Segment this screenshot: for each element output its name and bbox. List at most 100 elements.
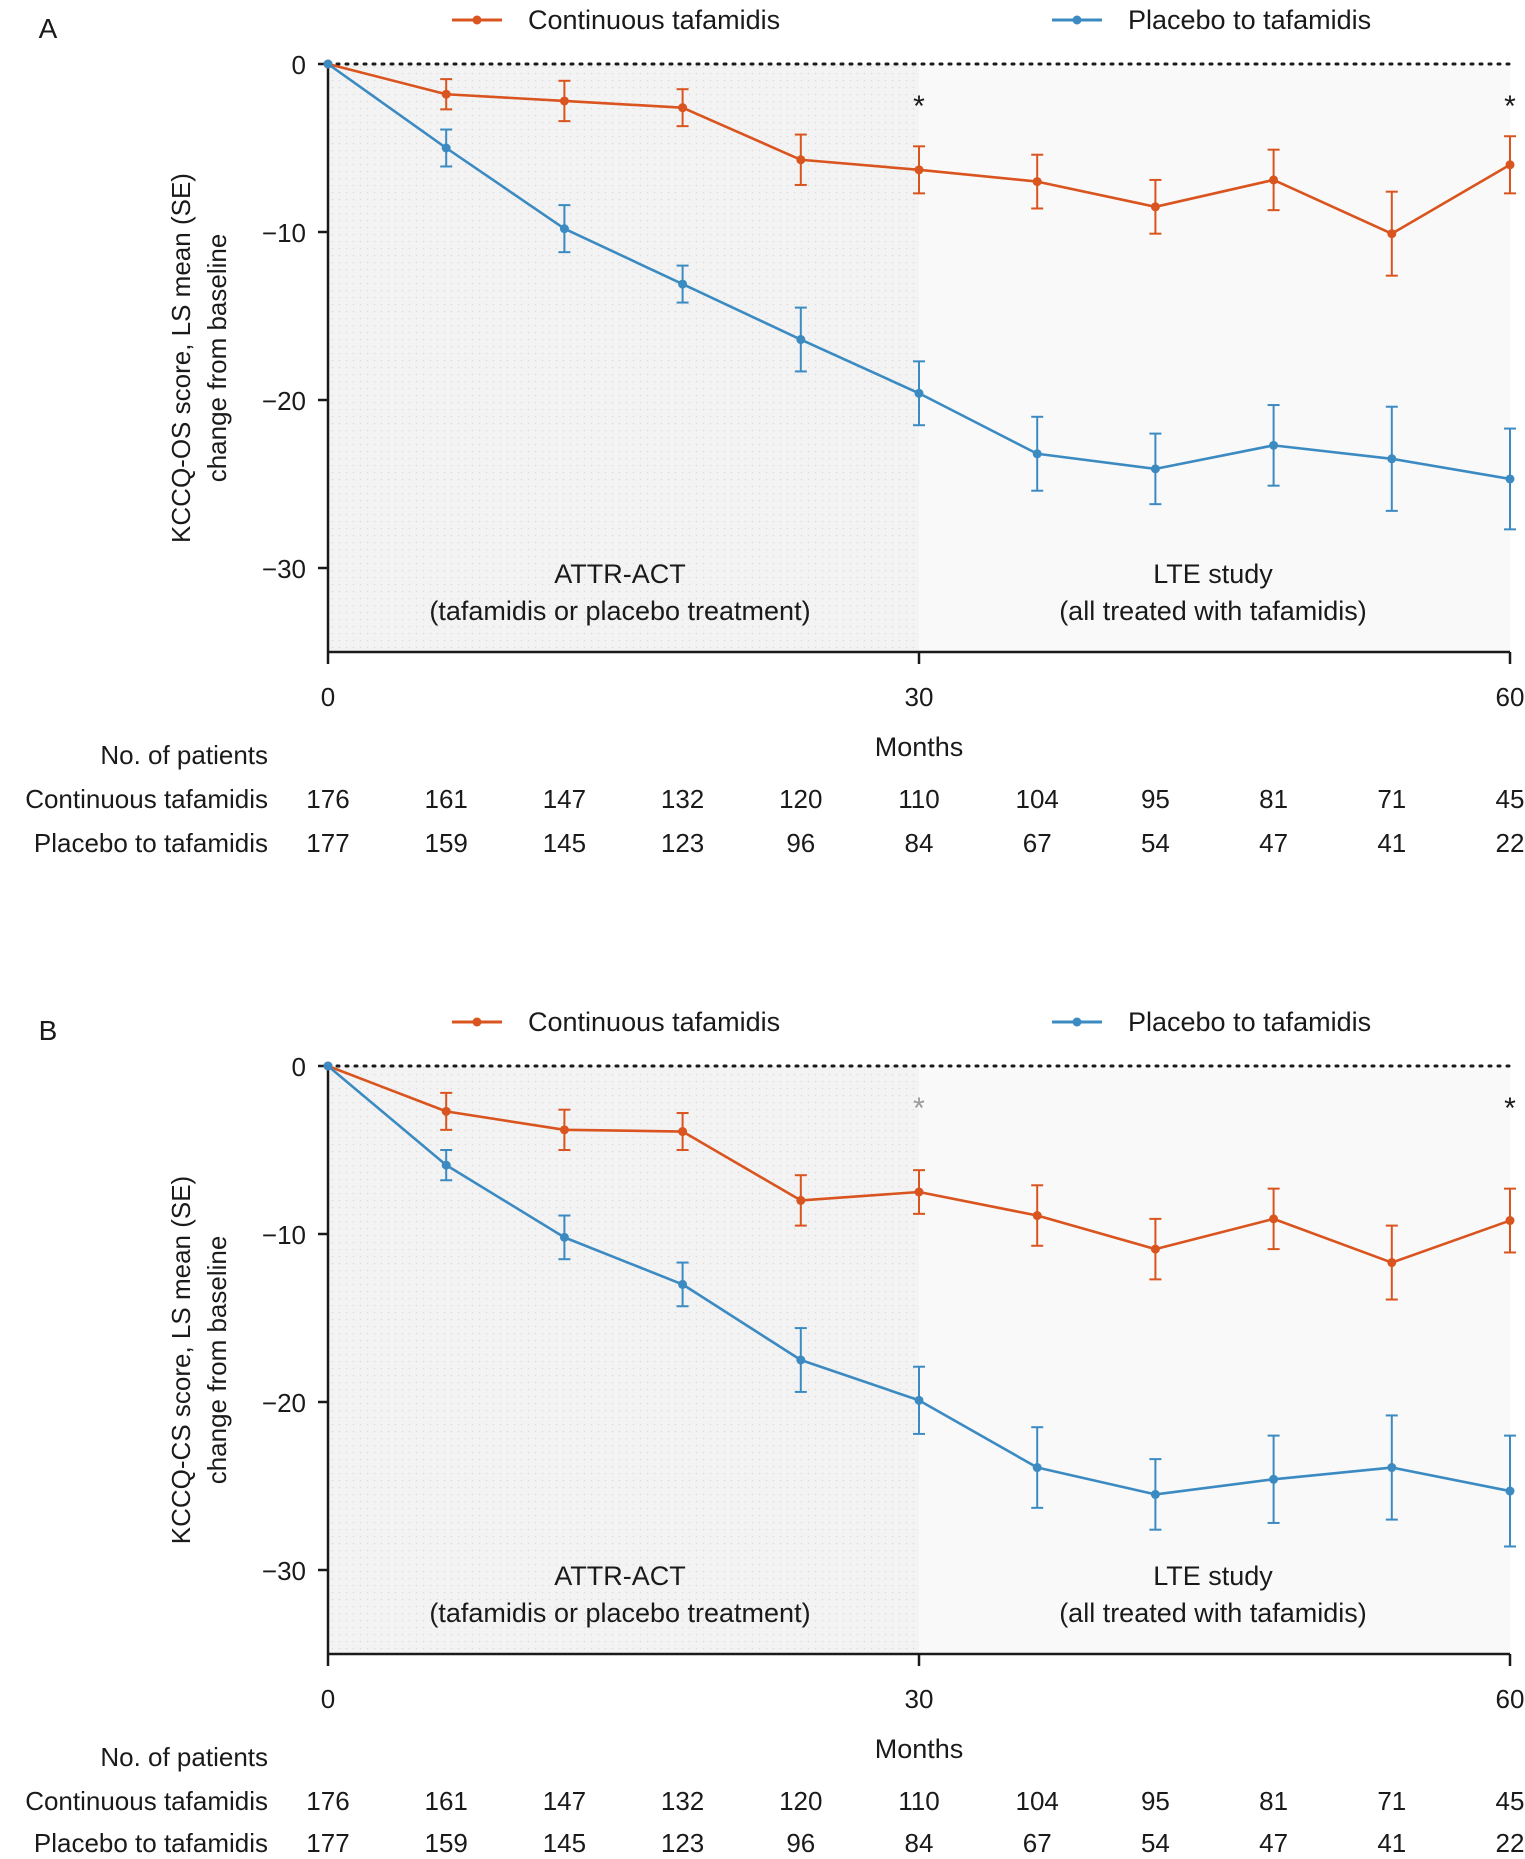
- panel-letter: A: [39, 13, 58, 44]
- patients-count-placebo: 145: [543, 828, 586, 858]
- y-axis-title: KCCQ-OS score, LS mean (SE) change from …: [166, 173, 232, 543]
- patients-count-placebo: 54: [1141, 1828, 1170, 1858]
- data-point: [1505, 474, 1515, 484]
- patients-count-placebo: 41: [1377, 828, 1406, 858]
- patients-row-label-placebo: Placebo to tafamidis: [34, 828, 268, 858]
- patients-count-placebo: 123: [661, 1828, 704, 1858]
- region-label-lte: LTE study (all treated with tafamidis): [1059, 559, 1367, 626]
- data-point: [1150, 202, 1160, 212]
- patients-count-placebo: 22: [1496, 1828, 1525, 1858]
- x-tick-label: 60: [1496, 682, 1525, 712]
- data-point: [559, 224, 569, 234]
- patients-count-continuous: 81: [1259, 1786, 1288, 1816]
- data-point: [323, 1061, 333, 1071]
- data-point: [1505, 1216, 1515, 1226]
- patients-header: No. of patients: [100, 740, 268, 770]
- patients-count-continuous: 147: [543, 784, 586, 814]
- patients-count-continuous: 120: [779, 1786, 822, 1816]
- significance-asterisk: *: [913, 90, 925, 123]
- x-axis-title: Months: [875, 1734, 964, 1764]
- patients-header: No. of patients: [100, 1742, 268, 1772]
- patients-count-continuous: 71: [1377, 1786, 1406, 1816]
- legend-label-continuous: Continuous tafamidis: [528, 1007, 780, 1037]
- data-point: [1387, 454, 1397, 464]
- legend-label-continuous: Continuous tafamidis: [528, 5, 780, 35]
- x-tick-label: 0: [321, 1684, 335, 1714]
- y-axis-title-line2: change from baseline: [202, 234, 232, 483]
- y-axis-title-line1: KCCQ-CS score, LS mean (SE): [166, 1176, 196, 1544]
- data-point: [1387, 1463, 1397, 1473]
- patients-count-continuous: 71: [1377, 784, 1406, 814]
- data-point: [914, 1187, 924, 1197]
- patients-count-placebo: 177: [306, 828, 349, 858]
- data-point: [796, 155, 806, 165]
- patients-count-continuous: 81: [1259, 784, 1288, 814]
- patients-count-continuous: 132: [661, 1786, 704, 1816]
- patients-count-placebo: 84: [905, 828, 934, 858]
- patients-row-label-placebo: Placebo to tafamidis: [34, 1828, 268, 1858]
- patients-table: 176 177 161 159 147 145 132 123 120 96 110 84 104 67 9…: [306, 1786, 1524, 1858]
- legend-marker-continuous: [472, 15, 482, 25]
- panel-b: B Continuous tafamidis Placebo to tafami…: [25, 1007, 1524, 1858]
- data-point: [441, 1106, 451, 1116]
- data-point: [796, 335, 806, 345]
- data-point: [796, 1355, 806, 1365]
- data-point: [559, 96, 569, 106]
- y-tick-label: −10: [262, 218, 306, 248]
- patients-count-continuous: 95: [1141, 784, 1170, 814]
- legend-label-placebo: Placebo to tafamidis: [1128, 5, 1371, 35]
- y-axis-title-line1: KCCQ-OS score, LS mean (SE): [166, 173, 196, 543]
- data-point: [1269, 175, 1279, 185]
- data-point: [441, 143, 451, 153]
- legend: Continuous tafamidis Placebo to tafamidi…: [452, 1007, 1371, 1037]
- region-label-attr-act-line2: (tafamidis or placebo treatment): [429, 596, 810, 626]
- patients-count-continuous: 161: [425, 1786, 468, 1816]
- y-tick-label: −30: [262, 1556, 306, 1586]
- data-point: [914, 1395, 924, 1405]
- y-tick-label: −30: [262, 554, 306, 584]
- data-point: [796, 1195, 806, 1205]
- data-point: [1032, 1463, 1042, 1473]
- legend: Continuous tafamidis Placebo to tafamidi…: [452, 5, 1371, 35]
- legend-marker-placebo: [1072, 1017, 1082, 1027]
- patients-count-continuous: 161: [425, 784, 468, 814]
- region-label-attr-act-line1: ATTR-ACT: [554, 1561, 685, 1591]
- data-point: [1269, 1214, 1279, 1224]
- data-point: [323, 59, 333, 69]
- patients-count-continuous: 104: [1016, 784, 1059, 814]
- legend-label-placebo: Placebo to tafamidis: [1128, 1007, 1371, 1037]
- patients-count-placebo: 84: [905, 1828, 934, 1858]
- legend-item-placebo: Placebo to tafamidis: [1052, 1007, 1371, 1037]
- y-tick-label: 0: [292, 1052, 306, 1082]
- data-point: [914, 388, 924, 398]
- x-axis-title: Months: [875, 732, 964, 762]
- data-point: [559, 1232, 569, 1242]
- series-continuous: [323, 1061, 1516, 1301]
- data-point: [1387, 229, 1397, 239]
- data-point: [1032, 1211, 1042, 1221]
- data-point: [559, 1125, 569, 1135]
- data-point: [441, 89, 451, 99]
- x-tick-label: 30: [905, 682, 934, 712]
- y-ticks: 0 −10 −20 −30: [262, 50, 328, 584]
- data-point: [1150, 1489, 1160, 1499]
- legend-marker-continuous: [472, 1017, 482, 1027]
- data-point: [678, 1279, 688, 1289]
- region-label-lte-line2: (all treated with tafamidis): [1059, 596, 1367, 626]
- significance-asterisk: *: [1504, 90, 1516, 123]
- y-ticks: 0 −10 −20 −30: [262, 1052, 328, 1586]
- patients-count-placebo: 54: [1141, 828, 1170, 858]
- data-point: [1032, 449, 1042, 459]
- patients-count-placebo: 47: [1259, 1828, 1288, 1858]
- patients-count-placebo: 96: [786, 1828, 815, 1858]
- x-tick-label: 30: [905, 1684, 934, 1714]
- patients-count-continuous: 147: [543, 1786, 586, 1816]
- patients-row-label-continuous: Continuous tafamidis: [25, 1786, 268, 1816]
- patients-count-placebo: 123: [661, 828, 704, 858]
- patients-count-continuous: 110: [898, 784, 939, 814]
- panel-a: A Continuous tafamidis Placebo to tafami…: [25, 5, 1524, 858]
- y-tick-label: 0: [292, 50, 306, 80]
- patients-count-continuous: 176: [306, 784, 349, 814]
- patients-count-continuous: 120: [779, 784, 822, 814]
